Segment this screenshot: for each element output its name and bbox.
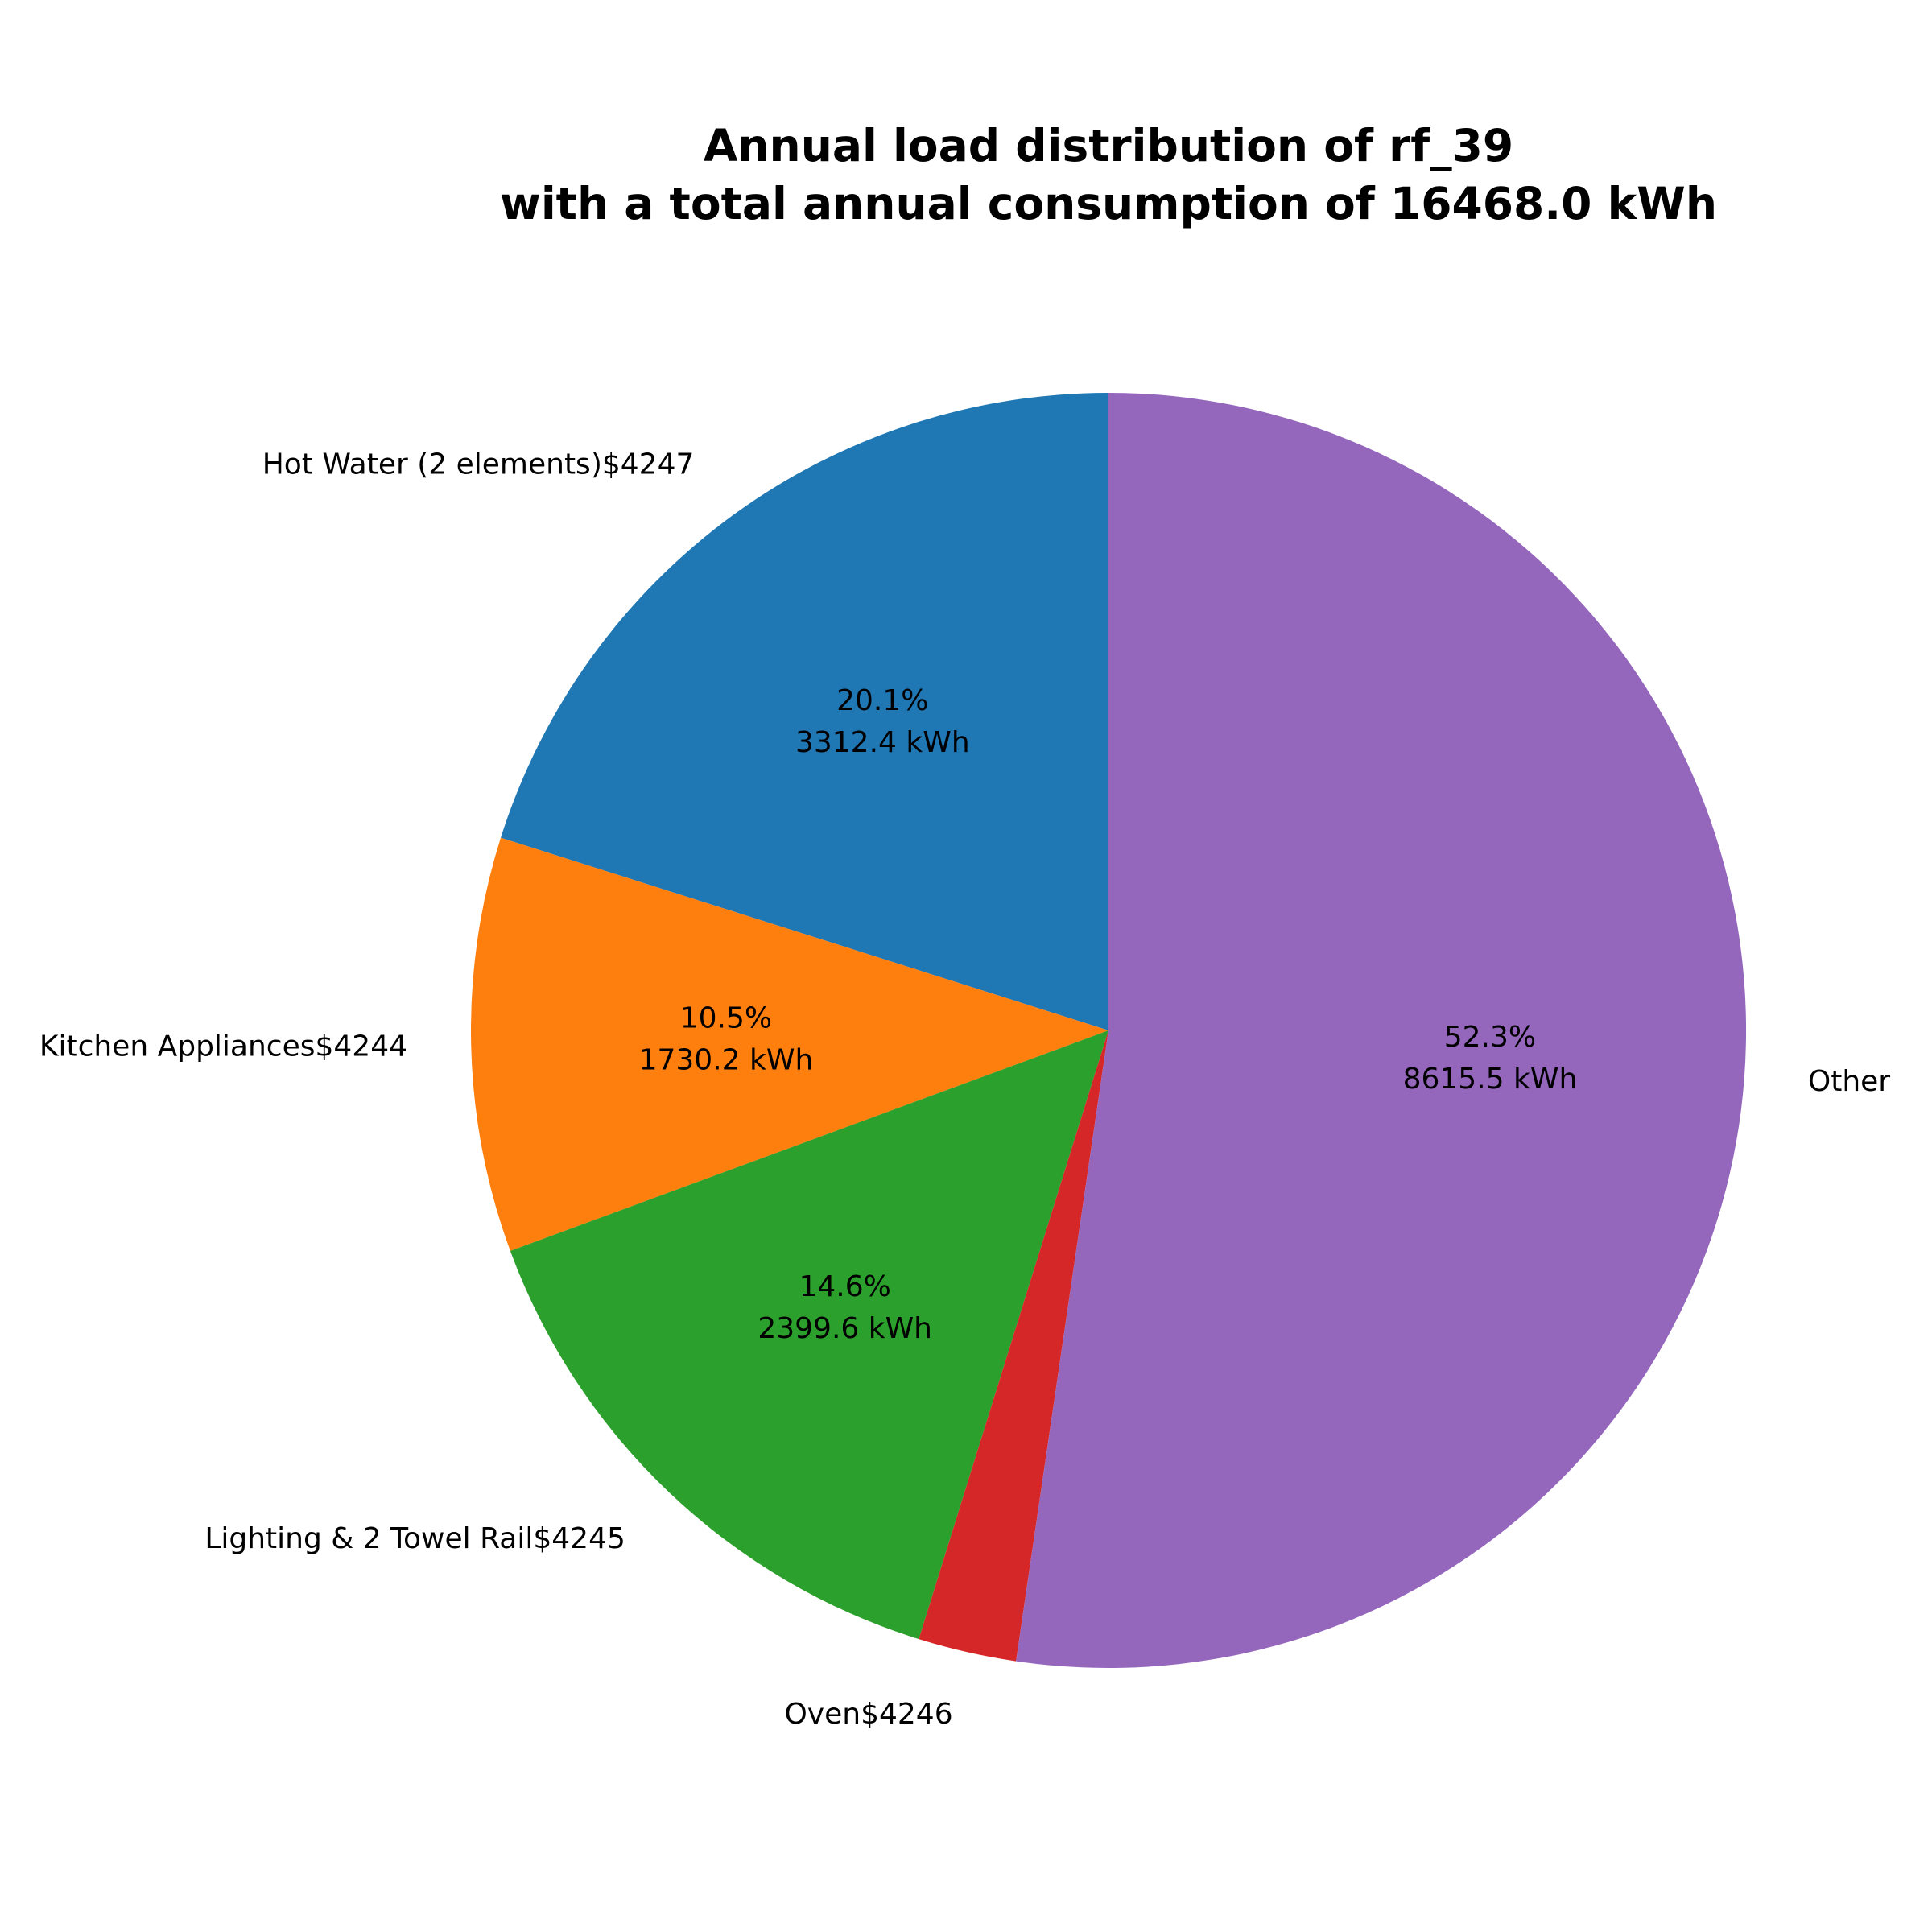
pie-slice-0 <box>501 393 1108 1030</box>
pie-slice-2 <box>510 1030 1108 1640</box>
pie-slice-3 <box>919 1030 1108 1662</box>
slice-label-2: Lighting & 2 Towel Rail$4245 <box>204 1522 625 1555</box>
slice-label-0: Hot Water (2 elements)$4247 <box>262 448 695 481</box>
slice-label-4: Other <box>1808 1065 1890 1098</box>
slice-value-label-0: 3312.4 kWh <box>795 726 970 759</box>
slice-percent-label-4: 52.3% <box>1444 1021 1536 1054</box>
pie-labels: Hot Water (2 elements)$4247 20.1% 3312.4 k… <box>39 448 1890 1731</box>
slice-percent-label-1: 10.5% <box>680 1001 772 1034</box>
slice-value-label-2: 2399.6 kWh <box>758 1312 932 1345</box>
slice-label-1: Kitchen Appliances$4244 <box>39 1030 407 1063</box>
slice-percent-label-0: 20.1% <box>836 684 928 717</box>
pie-slice-1 <box>471 837 1108 1251</box>
chart-title-line1: Annual load distribution of rf_39 <box>704 120 1513 171</box>
chart-title-line2: with a total annual consumption of 16468… <box>500 178 1717 229</box>
slice-label-3: Oven$4246 <box>784 1698 952 1731</box>
pie-slice-4 <box>1016 392 1747 1668</box>
slice-percent-label-2: 14.6% <box>799 1270 890 1303</box>
slice-value-label-4: 8615.5 kWh <box>1403 1063 1578 1096</box>
pie-slices <box>471 392 1747 1668</box>
slice-value-label-1: 1730.2 kWh <box>639 1043 814 1076</box>
